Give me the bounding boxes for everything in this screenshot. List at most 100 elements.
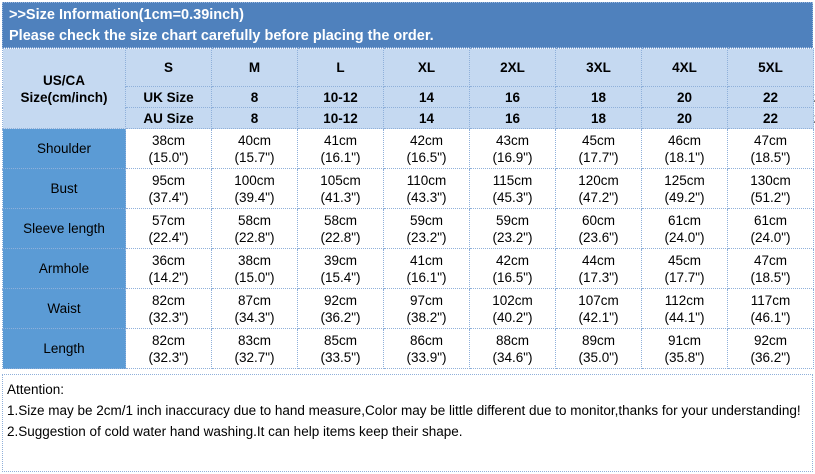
measurement-cm: 91cm xyxy=(667,332,701,348)
attention-note-1: 1.Size may be 2cm/1 inch inaccuracy due … xyxy=(7,403,801,418)
measurement-label-length: Length xyxy=(2,328,126,369)
measurement-cell: 58cm (22.8") xyxy=(297,208,384,249)
uk-size-value: 10-12 xyxy=(297,86,384,108)
table-row: Waist 82cm (32.3") 87cm (34.3") 92cm (36.2") 97… xyxy=(2,288,814,329)
size-header-l: L xyxy=(297,48,384,87)
measurement-cell: 95cm (37.4") xyxy=(125,168,212,209)
measurement-cm: 38cm xyxy=(237,252,271,268)
measurement-cell: 87cm (34.3") xyxy=(211,288,298,329)
measurement-cell: 44cm (17.3") xyxy=(555,248,642,289)
measurement-inch: (42.1") xyxy=(578,309,619,325)
measurement-inch: (18.5") xyxy=(750,269,791,285)
size-header-4xl: 4XL xyxy=(641,48,728,87)
measurement-inch: (32.3") xyxy=(148,309,189,325)
measurement-inch: (22.8") xyxy=(320,229,361,245)
table-row: Armhole 36cm (14.2") 38cm (15.0") 39cm (15.4")… xyxy=(2,248,814,289)
measurement-cell: 89cm (35.0") xyxy=(555,328,642,369)
measurement-cm: 130cm xyxy=(750,172,791,188)
au-size-value: 22 xyxy=(727,107,814,129)
measurement-inch: (23.2") xyxy=(406,229,447,245)
measurement-cm: 117cm xyxy=(750,292,791,308)
measurement-cm: 42cm xyxy=(495,252,529,268)
measurement-inch: (43.3") xyxy=(406,189,447,205)
measurement-inch: (36.2") xyxy=(750,349,791,365)
measurement-inch: (15.0") xyxy=(148,149,189,165)
measurement-cm: 47cm xyxy=(753,132,787,148)
measurement-cell: 125cm (49.2") xyxy=(641,168,728,209)
measurement-cell: 46cm (18.1") xyxy=(641,128,728,169)
measurement-cm: 86cm xyxy=(409,332,443,348)
table-row: Sleeve length 57cm (22.4") 58cm (22.8") 58cm(… xyxy=(2,208,814,249)
measurement-label-shoulder: Shoulder xyxy=(2,128,126,169)
measurement-cm: 110cm xyxy=(406,172,447,188)
uk-size-value: 14 xyxy=(383,86,470,108)
measurement-cell: 97cm (38.2") xyxy=(383,288,470,329)
measurement-inch: (15.0") xyxy=(234,269,275,285)
measurement-inch: (14.2") xyxy=(148,269,189,285)
measurement-cell: 41cm (16.1") xyxy=(297,128,384,169)
measurement-inch: (18.5") xyxy=(750,149,791,165)
au-size-value: 8 xyxy=(211,107,298,129)
measurement-cell: 58cm (22.8") xyxy=(211,208,298,249)
measurement-cell: 88cm (34.6") xyxy=(469,328,556,369)
size-header-m: M xyxy=(211,48,298,87)
table-row: Length 82cm (32.3") 83cm (32.7") 85cm (33.5") 8… xyxy=(2,328,814,369)
measurement-cell: 36cm (14.2") xyxy=(125,248,212,289)
measurement-cell: 110cm (43.3") xyxy=(383,168,470,209)
size-chart-table: US/CA Size(cm/inch) S M L XL 2XL 3XL 4XL 5XL UK Si… xyxy=(2,48,815,369)
measurement-cm: 38cm xyxy=(151,132,185,148)
measurement-cell: 82cm (32.3") xyxy=(125,328,212,369)
measurement-cm: 59cm xyxy=(409,212,443,228)
measurement-inch: (47.2") xyxy=(578,189,619,205)
measurement-cm: 125cm xyxy=(664,172,705,188)
measurement-label-bust: Bust xyxy=(2,168,126,209)
measurement-inch: (24.0") xyxy=(750,229,791,245)
measurement-cell: 42cm (16.5") xyxy=(383,128,470,169)
measurement-cm: 40cm xyxy=(237,132,271,148)
measurement-inch: (24.0") xyxy=(664,229,705,245)
measurement-inch: (33.9") xyxy=(406,349,447,365)
uk-size-value: 16 xyxy=(469,86,556,108)
measurement-inch: (38.2") xyxy=(406,309,447,325)
measurement-cm: 115cm xyxy=(492,172,533,188)
size-header-xl: XL xyxy=(383,48,470,87)
measurement-cm: 42cm xyxy=(409,132,443,148)
measurement-cm: 57cm xyxy=(151,212,185,228)
measurement-cm: 59cm xyxy=(495,212,529,228)
measurement-inch: (15.4") xyxy=(320,269,361,285)
uk-size-value: 20 xyxy=(641,86,728,108)
measurement-cell: 59cm (23.2") xyxy=(469,208,556,249)
au-size-value: 10-12 xyxy=(297,107,384,129)
measurement-label-sleeve-length: Sleeve length xyxy=(2,208,126,249)
measurement-cell: 117cm (46.1") xyxy=(727,288,814,329)
measurement-inch: (22.4") xyxy=(148,229,189,245)
table-row: Bust 95cm (37.4") 100cm (39.4") 105cm (41.3") 1… xyxy=(2,168,814,209)
measurement-inch: (17.3") xyxy=(578,269,619,285)
measurement-inch: (17.7") xyxy=(578,149,619,165)
measurement-inch: (51.2") xyxy=(750,189,791,205)
measurement-cm: 95cm xyxy=(151,172,185,188)
measurement-cm: 83cm xyxy=(237,332,271,348)
uk-size-value: 18 xyxy=(555,86,642,108)
measurement-inch: (16.9") xyxy=(492,149,533,165)
measurement-cell: 59cm (23.2") xyxy=(383,208,470,249)
measurement-inch: (34.3") xyxy=(234,309,275,325)
size-header-s: S xyxy=(125,48,212,87)
table-row: Shoulder 38cm (15.0") 40cm (15.7") 41cm (16.1"… xyxy=(2,128,814,169)
measurement-cm: 87cm xyxy=(237,292,271,308)
measurement-cm: 89cm xyxy=(581,332,615,348)
measurement-cell: 120cm (47.2") xyxy=(555,168,642,209)
measurement-cell: 115cm (45.3") xyxy=(469,168,556,209)
table-corner-label: US/CA Size(cm/inch) xyxy=(2,48,126,129)
measurement-cell: 83cm (32.7") xyxy=(211,328,298,369)
measurement-inch: (23.6") xyxy=(578,229,619,245)
measurement-cell: 105cm (41.3") xyxy=(297,168,384,209)
measurement-cm: 61cm xyxy=(753,212,787,228)
measurement-cm: 88cm xyxy=(495,332,529,348)
measurement-inch: (16.1") xyxy=(320,149,361,165)
measurement-cm: 36cm xyxy=(151,252,185,268)
measurement-cell: 43cm (16.9") xyxy=(469,128,556,169)
measurement-cm: 92cm xyxy=(753,332,787,348)
measurement-inch: (32.3") xyxy=(148,349,189,365)
